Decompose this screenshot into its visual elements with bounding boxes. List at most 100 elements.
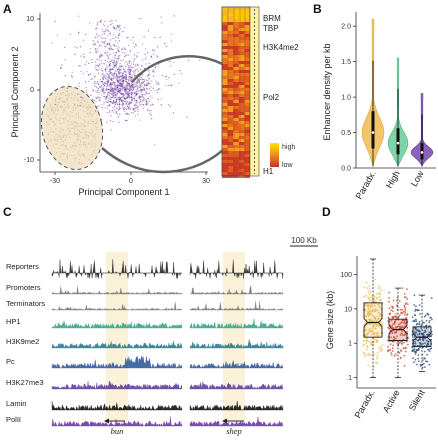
gene-point: [94, 43, 97, 45]
gene-point: [106, 83, 109, 85]
gene-point: [107, 56, 109, 58]
gene-point: [82, 73, 85, 75]
heatmap-cell: [244, 85, 250, 88]
heatmap-cell: [227, 97, 234, 100]
heatmap-cell: [244, 64, 250, 67]
gene-point: [103, 74, 105, 76]
heatmap-cell: [238, 88, 245, 91]
gene-point: [114, 85, 116, 88]
gene-point: [88, 62, 90, 65]
paradox-point: [50, 140, 52, 142]
gene-point: [82, 39, 85, 42]
heatmap-cell: [222, 40, 228, 43]
box-point: [402, 334, 404, 337]
gene-point: [147, 30, 150, 32]
gene-point: [84, 63, 86, 66]
heatmap-cell: [233, 73, 239, 76]
paradox-point: [69, 130, 71, 132]
gene-point: [143, 79, 145, 81]
gene-point: [66, 87, 69, 90]
gene-point: [142, 78, 144, 81]
gene-point: [104, 37, 107, 39]
gene-point: [96, 36, 99, 38]
gene-point: [78, 65, 81, 67]
box-point: [392, 323, 394, 326]
paradox-point: [68, 149, 70, 151]
box-point: [396, 335, 398, 338]
gene-point: [121, 102, 124, 104]
gene-point: [93, 102, 96, 105]
gene-point: [124, 90, 126, 92]
gene-point: [125, 85, 128, 87]
box-point: [417, 354, 420, 356]
gene-point: [122, 79, 125, 81]
gene-point: [122, 72, 125, 75]
heatmap-cell: [233, 7, 239, 10]
box-point: [378, 317, 381, 320]
heatmap-cell: [233, 22, 239, 25]
heatmap-cell: [233, 100, 239, 103]
box-point: [372, 325, 374, 328]
gene-point: [111, 20, 113, 22]
gene-point: [113, 82, 115, 84]
heatmap-cell: [222, 115, 228, 118]
heatmap-cell: [222, 55, 228, 58]
heatmap-cell: [227, 103, 234, 106]
heatmap-cell: [233, 49, 239, 52]
gene-point: [95, 66, 97, 69]
gene-point: [122, 77, 124, 79]
paradox-point: [62, 118, 64, 120]
heatmap-cell: [222, 118, 228, 121]
gene-point: [105, 78, 107, 80]
gene-point: [105, 82, 107, 85]
gene-point: [121, 93, 123, 95]
heatmap-cell: [227, 46, 234, 49]
gene-point: [168, 84, 170, 87]
box-point: [425, 360, 427, 363]
gene-point: [125, 79, 127, 81]
heatmap-cell: [244, 160, 250, 163]
gene-point: [137, 64, 139, 67]
paradox-point: [55, 104, 57, 106]
gene-point: [103, 37, 105, 39]
gene-point: [86, 93, 88, 96]
heatmap-cell: [222, 73, 228, 76]
gene-point: [129, 69, 131, 72]
box-point: [365, 294, 367, 297]
paradox-point: [60, 100, 62, 102]
gene-point: [88, 22, 91, 24]
gene-point: [126, 95, 129, 98]
gene-point: [115, 107, 118, 109]
box-point: [365, 348, 368, 351]
gene-point: [107, 25, 109, 28]
box-point: [387, 326, 390, 329]
box-point: [426, 353, 428, 356]
paradox-point: [78, 125, 80, 127]
paradox-point: [69, 146, 71, 148]
gene-point: [109, 71, 111, 73]
paradox-point: [53, 125, 55, 127]
heatmap-cell: [222, 145, 228, 148]
track-signals: [51, 259, 284, 427]
heatmap-cell: [227, 130, 234, 133]
gene-point: [120, 85, 123, 87]
paradox-point: [53, 122, 55, 124]
gene-point: [141, 90, 143, 92]
gene-point: [109, 39, 112, 41]
gene-point: [93, 76, 96, 78]
gene-point: [112, 89, 115, 91]
heatmap-cell: [227, 52, 234, 55]
paradox-point: [62, 136, 64, 138]
gene-point: [113, 97, 115, 99]
heatmap-cell: [233, 82, 239, 85]
paradox-point: [88, 135, 90, 137]
gene-point: [99, 56, 102, 58]
gene-point: [112, 68, 114, 71]
heat-legend-low: low: [282, 162, 293, 169]
gene-point: [108, 30, 110, 32]
box-point: [391, 350, 394, 352]
gene-point: [95, 97, 97, 99]
gene-point: [106, 43, 109, 46]
gene-point: [103, 85, 106, 87]
gene-point: [128, 89, 130, 91]
